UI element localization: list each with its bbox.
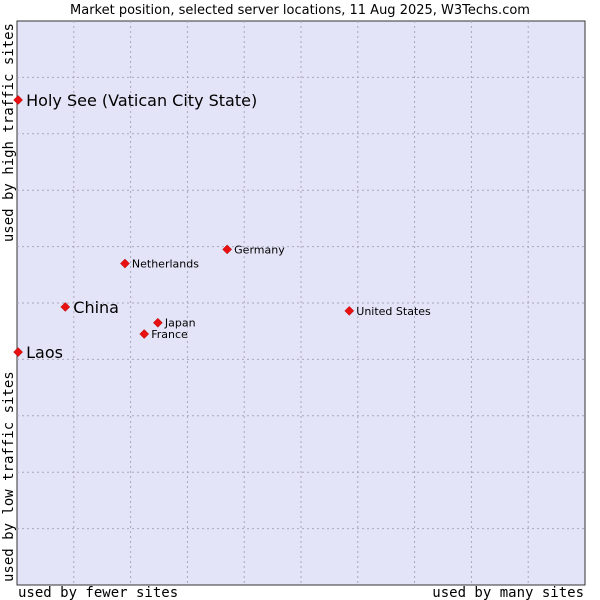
point-netherlands[interactable]: Netherlands [120, 258, 199, 271]
point-holy-see-vatican-city-state[interactable]: Holy See (Vatican City State) [13, 91, 258, 110]
point-label: Japan [164, 317, 196, 330]
point-label: Netherlands [132, 258, 199, 271]
point-japan[interactable]: Japan [153, 317, 196, 330]
chart-title: Market position, selected server locatio… [70, 3, 530, 18]
point-marker[interactable] [344, 306, 355, 316]
point-label: Germany [234, 243, 285, 256]
point-marker[interactable] [222, 244, 233, 255]
point-germany[interactable]: Germany [222, 243, 286, 256]
data-points: Holy See (Vatican City State) Germany Neth… [13, 91, 431, 362]
x-axis-label-left: used by fewer sites [18, 585, 178, 600]
point-label: France [151, 328, 188, 341]
point-united-states[interactable]: United States [344, 305, 431, 318]
point-marker[interactable] [120, 258, 130, 269]
point-marker[interactable] [13, 95, 23, 105]
point-marker[interactable] [13, 347, 23, 357]
point-france[interactable]: France [139, 328, 188, 341]
y-axis-label-top: used by high traffic sites [1, 23, 17, 242]
point-label: Laos [26, 343, 63, 362]
point-label: China [73, 298, 119, 317]
x-axis-label-right: used by many sites [432, 585, 584, 600]
point-marker[interactable] [60, 302, 71, 312]
point-china[interactable]: China [60, 298, 119, 317]
point-label: United States [356, 305, 431, 318]
point-marker[interactable] [153, 317, 163, 328]
y-axis-label-bottom: used by low traffic sites [1, 371, 17, 582]
gridlines [17, 21, 585, 585]
point-marker[interactable] [139, 329, 150, 339]
point-label: Holy See (Vatican City State) [26, 91, 257, 110]
point-laos[interactable]: Laos [13, 343, 63, 362]
